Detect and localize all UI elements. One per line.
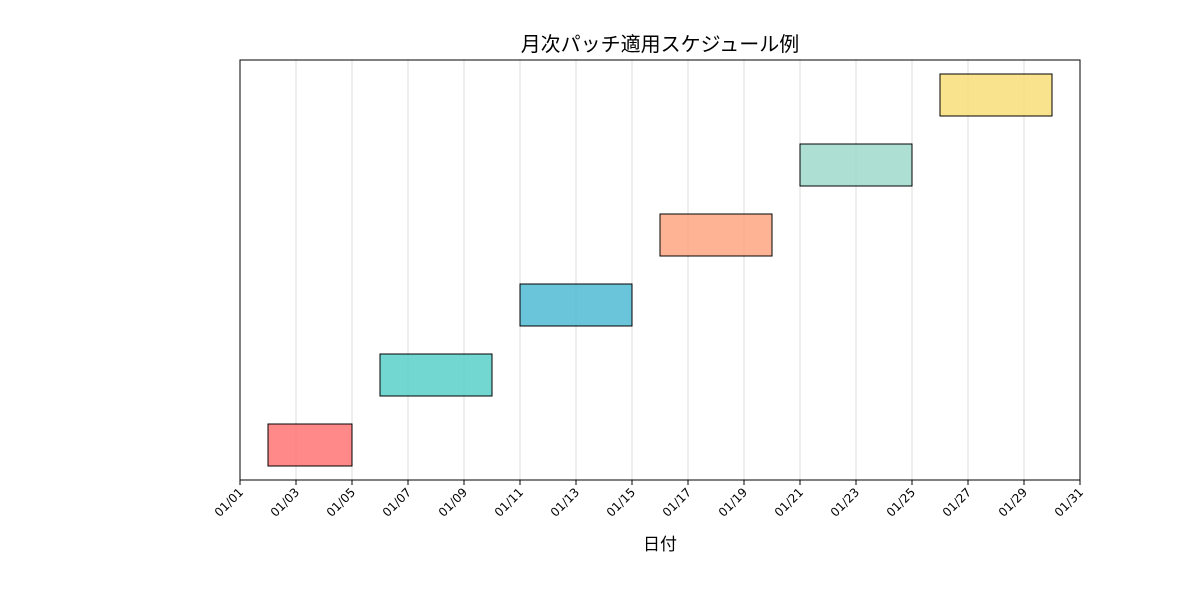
x-tick-label: 01/19: [716, 485, 750, 519]
chart-title: 月次パッチ適用スケジュール例: [521, 32, 800, 56]
x-tick-label: 01/21: [772, 485, 806, 519]
x-tick-label: 01/27: [940, 485, 974, 519]
x-tick-label: 01/09: [436, 485, 470, 519]
x-tick-label: 01/13: [548, 485, 582, 519]
x-tick-label: 01/11: [492, 485, 526, 519]
x-tick-label: 01/31: [1052, 485, 1086, 519]
x-tick-label: 01/01: [212, 485, 246, 519]
task-bar-6: [939, 73, 1053, 117]
task-bar-3: [519, 283, 633, 327]
plot-frame: [239, 59, 1081, 481]
x-tick-label: 01/15: [604, 485, 638, 519]
task-bars: [267, 73, 1053, 467]
task-bar-1: [267, 423, 353, 467]
x-tick-label: 01/25: [884, 485, 918, 519]
task-bar-4: [659, 213, 773, 257]
x-axis-ticks: 01/01 01/03 01/05 01/07 01/09 01/11 01/13 01/15…: [212, 480, 1086, 520]
grid-lines: [239, 60, 1081, 480]
x-tick-label: 01/23: [828, 485, 862, 519]
task-bar-2: [379, 353, 493, 397]
x-axis-label: 日付: [643, 535, 677, 555]
x-tick-label: 01/03: [268, 485, 302, 519]
x-tick-label: 01/29: [996, 485, 1030, 519]
x-tick-label: 01/05: [324, 485, 358, 519]
x-tick-label: 01/07: [380, 485, 414, 519]
task-bar-5: [799, 143, 913, 187]
x-tick-label: 01/17: [660, 485, 694, 519]
